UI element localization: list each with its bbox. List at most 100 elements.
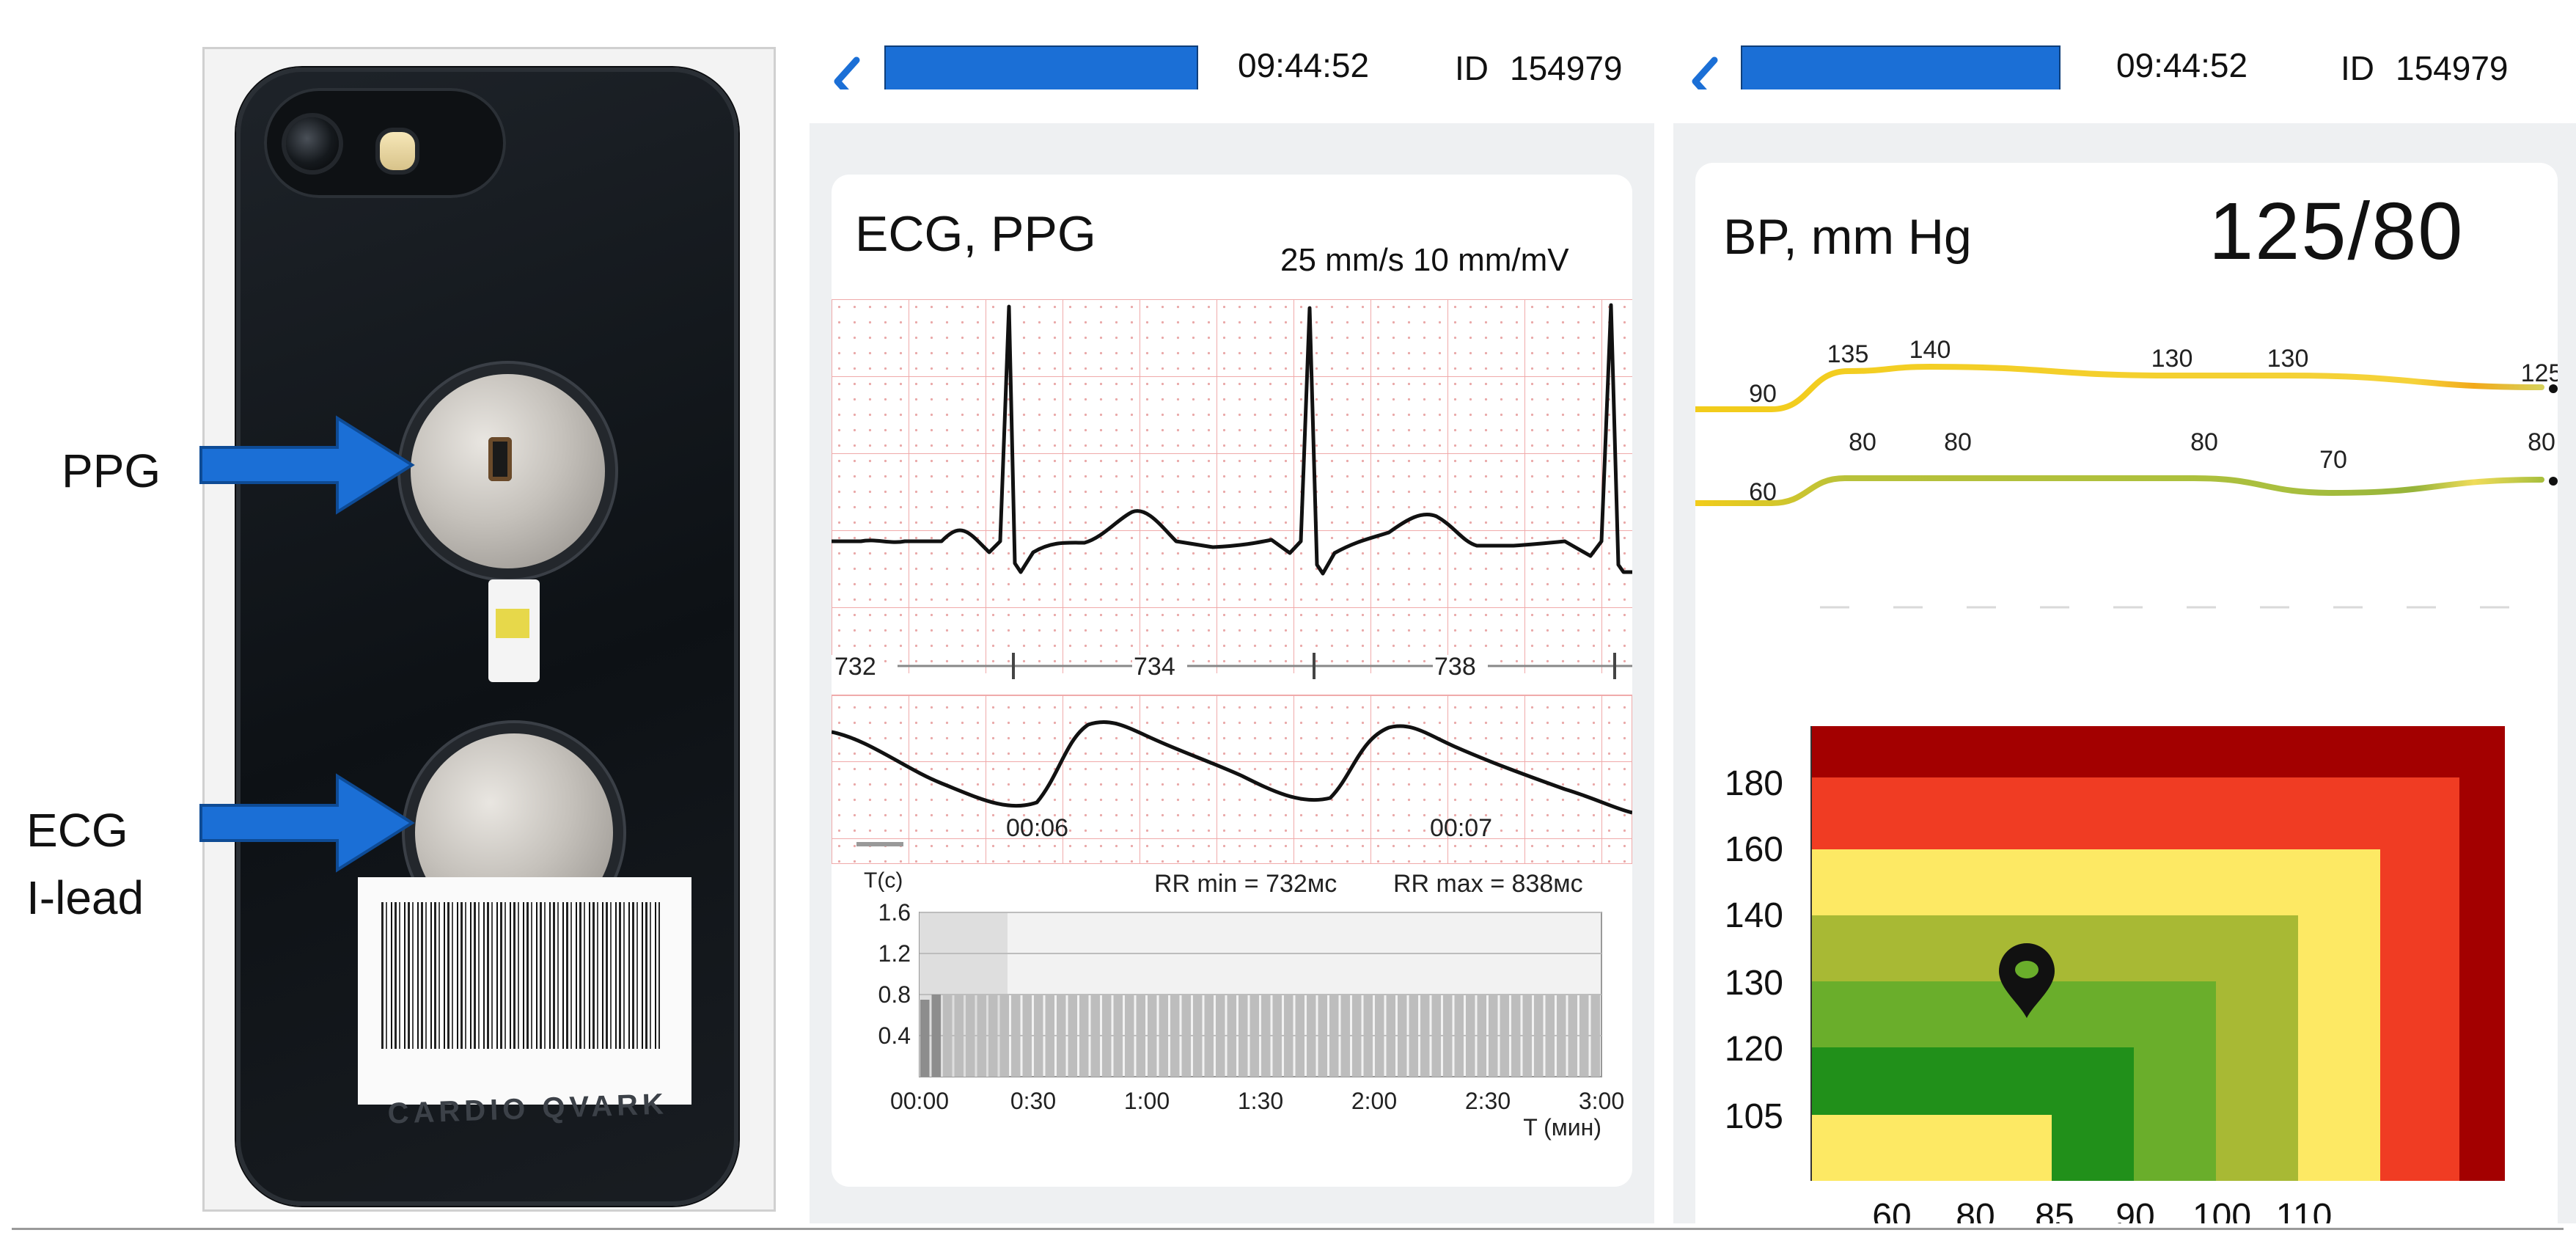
hist-y-tick: 0.4: [878, 1022, 911, 1049]
hist-x-tick: 2:00: [1351, 1088, 1397, 1114]
systolic-end-dot: [2549, 384, 2558, 393]
hist-bar: [1318, 995, 1327, 1077]
hist-bar: [1136, 995, 1145, 1077]
systolic-label: 140: [1909, 336, 1951, 364]
hist-bar: [954, 995, 964, 1077]
hist-bar: [1375, 995, 1384, 1077]
hist-y-tick: 1.6: [878, 901, 911, 926]
hist-bar: [1034, 995, 1043, 1077]
bp-trend-chart: 90 135 140 130 130 125 60 80 80 80 70 80: [1695, 336, 2558, 609]
systolic-line: [1695, 363, 2544, 412]
ppg-arrow-icon: [199, 415, 415, 515]
hist-bar: [1227, 995, 1236, 1077]
id-value: 154979: [2396, 49, 2509, 87]
hist-bar: [1148, 995, 1157, 1077]
zone-x-tick: 100: [2192, 1197, 2251, 1223]
diastolic-label: 80: [1944, 428, 1972, 456]
hist-bar: [977, 995, 986, 1077]
hist-bar: [1431, 995, 1441, 1077]
hist-bar: [1568, 995, 1577, 1077]
hist-bar: [1011, 995, 1021, 1077]
barcode: [381, 902, 660, 1049]
hist-y-tick: 0.8: [878, 981, 911, 1008]
hist-bar: [943, 995, 953, 1077]
hist-bar: [1466, 995, 1475, 1077]
diastolic-label: 80: [2190, 428, 2218, 456]
hist-x-tick: 00:00: [890, 1088, 949, 1114]
time-tick-1: 00:06: [1006, 814, 1069, 842]
hist-bar: [1579, 995, 1589, 1077]
clock: 09:44:52: [2116, 46, 2248, 84]
hist-bar: [1545, 995, 1555, 1077]
sticker-logo: [496, 609, 529, 638]
hist-bar: [1386, 995, 1395, 1077]
hist-bar: [1443, 995, 1453, 1077]
zone-x-tick: 90: [2116, 1197, 2154, 1223]
patient-name-redacted: [884, 45, 1198, 92]
id-label: ID: [2341, 49, 2374, 87]
hist-bar: [1398, 995, 1407, 1077]
hist-bar: [1181, 995, 1191, 1077]
bp-zone-chart: 180 160 140 130 120 105 60 80 85 90 100 110: [1725, 726, 2505, 1223]
ppg-trace: [832, 720, 1632, 815]
hist-bar: [1022, 995, 1032, 1077]
time-tick-2: 00:07: [1430, 814, 1493, 842]
id-label: ID: [1455, 49, 1489, 87]
hist-bar: [1170, 995, 1180, 1077]
hist-bar: [966, 995, 975, 1077]
id-value: 154979: [1510, 49, 1623, 87]
rr-min: RR min = 732мс: [1154, 870, 1337, 898]
hist-bar: [1057, 995, 1066, 1077]
zone-y-tick: 140: [1725, 896, 1783, 935]
camera-lens: [286, 117, 339, 170]
rr-max: RR max = 838мс: [1393, 870, 1583, 898]
diastolic-line: [1695, 475, 2544, 506]
hist-bar: [1307, 995, 1316, 1077]
hist-bar: [1284, 995, 1293, 1077]
hist-bar: [1511, 995, 1521, 1077]
ecg-scale: 25 mm/s 10 mm/mV: [1280, 242, 1569, 278]
hist-bar: [988, 995, 998, 1077]
pin-hole: [2015, 961, 2039, 978]
hist-bar: [1272, 995, 1282, 1077]
hist-bar: [1500, 995, 1509, 1077]
zone-y-tick: 160: [1725, 830, 1783, 869]
hist-x-label: T (мин): [1523, 1114, 1601, 1141]
card-title: BP, mm Hg: [1723, 209, 1972, 265]
hist-bar: [1420, 995, 1430, 1077]
hist-bar: [1068, 995, 1077, 1077]
hist-bar: [1409, 995, 1418, 1077]
rr-histogram: 1.6 1.2 0.8 0.4 00:00 0:30 1:00 1:30 2:00 2:30 3:0…: [878, 901, 1625, 1141]
hist-bar: [1477, 995, 1486, 1077]
hist-bar: [1489, 995, 1498, 1077]
hist-bar: [1261, 995, 1271, 1077]
zone-y-tick: 180: [1725, 764, 1783, 803]
hist-bar: [1329, 995, 1339, 1077]
pin-body: [1999, 943, 2055, 1018]
zone-y-tick: 120: [1725, 1030, 1783, 1069]
hist-bar: [1590, 995, 1600, 1077]
hist-y-tick: 1.2: [878, 940, 911, 967]
previous-card: [832, 89, 1632, 119]
systolic-label: 135: [1827, 340, 1869, 368]
ecg-ppg-strips: [832, 299, 1632, 864]
zone-x-tick: 85: [2035, 1197, 2074, 1223]
location-pin-icon: [1999, 943, 2055, 1018]
zone-y-tick: 105: [1725, 1097, 1783, 1136]
card-title: ECG, PPG: [855, 206, 1096, 262]
hist-bar: [1352, 995, 1362, 1077]
zone-x-tick: 60: [1872, 1197, 1911, 1223]
ecg-screen: 09:44:52 ID 154979 ECG, PPG 25 mm/s 10 m…: [810, 35, 1654, 1223]
hist-bar: [1216, 995, 1225, 1077]
bp-value: 125/80: [2209, 186, 2465, 277]
ecg-label-line1: ECG: [26, 804, 128, 857]
hist-bar: [1045, 995, 1054, 1077]
hist-bar: [1363, 995, 1373, 1077]
ecg-label: ECG I-lead: [26, 797, 144, 931]
hist-bar: [1125, 995, 1134, 1077]
hist-x-tick: 1:00: [1124, 1088, 1170, 1114]
rr-marker-3: 738: [1434, 653, 1476, 681]
hist-bar: [1079, 995, 1089, 1077]
hist-bar: [1159, 995, 1168, 1077]
scroll-indicator[interactable]: [856, 842, 903, 846]
